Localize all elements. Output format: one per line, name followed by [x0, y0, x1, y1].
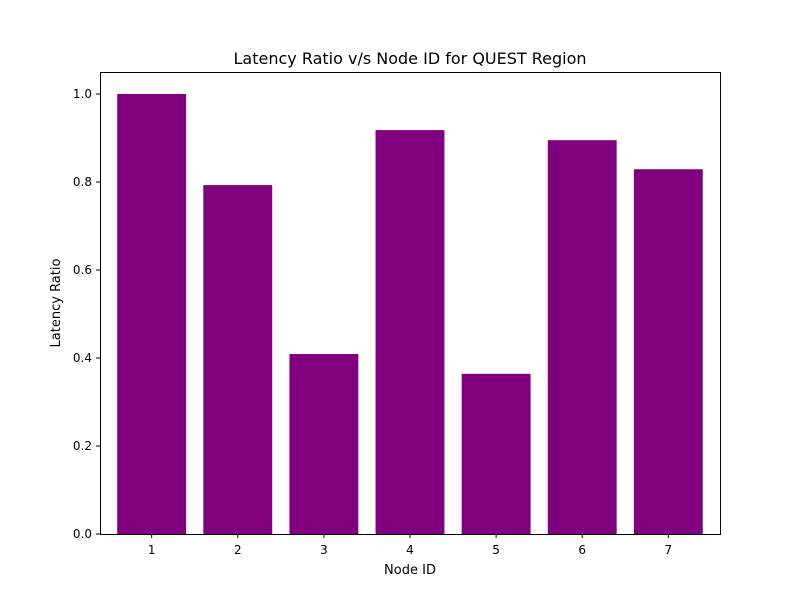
x-tick-label: 3: [320, 543, 328, 557]
y-tick-label: 0.0: [73, 527, 92, 541]
x-tick-label: 1: [148, 543, 156, 557]
x-tick-label: 5: [492, 543, 500, 557]
y-tick-label: 0.4: [73, 351, 92, 365]
y-axis: 0.0 0.2 0.4 0.6 0.8 1.0: [73, 87, 100, 541]
bars-group: [117, 94, 703, 535]
y-tick-label: 0.2: [73, 439, 92, 453]
bar-node-1: [117, 94, 187, 534]
bar-node-6: [547, 140, 617, 534]
y-tick-label: 1.0: [73, 87, 92, 101]
x-tick-label: 7: [665, 543, 673, 557]
y-tick-label: 0.6: [73, 263, 92, 277]
x-tick-label: 6: [578, 543, 586, 557]
y-tick-label: 0.8: [73, 175, 92, 189]
y-axis-label: Latency Ratio: [49, 259, 64, 348]
x-axis: 1 2 3 4 5 6 7: [148, 534, 672, 557]
bar-node-5: [461, 373, 531, 534]
bar-node-3: [289, 354, 359, 534]
plot-frame: [100, 72, 721, 535]
x-tick-label: 2: [234, 543, 242, 557]
x-axis-label: Node ID: [384, 563, 436, 578]
bar-node-7: [633, 169, 703, 535]
chart-title: Latency Ratio v/s Node ID for QUEST Regi…: [233, 49, 586, 68]
bar-node-2: [203, 185, 273, 534]
x-tick-label: 4: [406, 543, 414, 557]
bar-node-4: [375, 130, 445, 534]
